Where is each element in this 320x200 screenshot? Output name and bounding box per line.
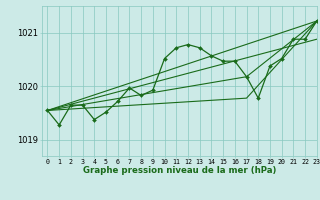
X-axis label: Graphe pression niveau de la mer (hPa): Graphe pression niveau de la mer (hPa)	[83, 166, 276, 175]
